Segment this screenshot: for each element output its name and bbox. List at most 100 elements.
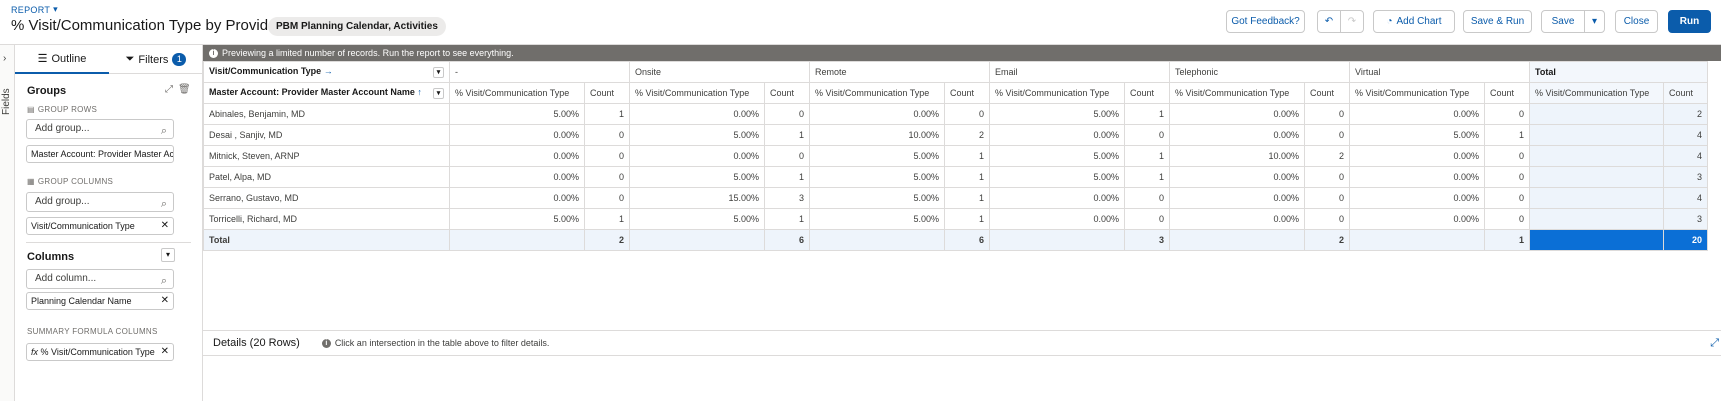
count-cell[interactable]: 0	[1124, 208, 1170, 230]
pct-cell[interactable]: 5.00%	[449, 208, 585, 230]
pct-cell[interactable]: 0.00%	[449, 145, 585, 167]
chevron-down-icon[interactable]: ▾	[433, 88, 444, 99]
tab-filters[interactable]: ⏷ Filters 1	[109, 45, 203, 74]
formula-chip[interactable]: fx % Visit/Communication Type ✕	[26, 343, 174, 361]
count-cell[interactable]: 0	[1484, 166, 1530, 188]
count-cell[interactable]: 1	[584, 208, 630, 230]
total-pct-cell[interactable]	[1349, 229, 1485, 251]
total-pct-cell[interactable]	[1169, 229, 1305, 251]
count-cell[interactable]: 0	[1304, 166, 1350, 188]
count-cell[interactable]: 4	[1663, 145, 1708, 167]
total-count-cell[interactable]: 20	[1663, 229, 1708, 251]
count-cell[interactable]: 0	[1484, 187, 1530, 209]
remove-icon[interactable]: ✕	[160, 346, 169, 357]
pct-cell[interactable]: 10.00%	[1169, 145, 1305, 167]
total-count-cell[interactable]: 6	[944, 229, 990, 251]
pct-cell[interactable]: 5.00%	[989, 103, 1125, 125]
pct-cell[interactable]: 0.00%	[989, 187, 1125, 209]
total-pct-cell[interactable]	[809, 229, 945, 251]
count-cell[interactable]: 1	[764, 166, 810, 188]
add-group-column-input[interactable]: Add group... ⌕	[26, 192, 174, 212]
save-run-button[interactable]: Save & Run	[1463, 10, 1532, 33]
pct-cell[interactable]: 5.00%	[809, 208, 945, 230]
pct-cell[interactable]: 0.00%	[1349, 166, 1485, 188]
save-menu-button[interactable]: ▾	[1584, 10, 1605, 33]
count-cell[interactable]: 0	[1304, 208, 1350, 230]
total-count-cell[interactable]: 1	[1484, 229, 1530, 251]
count-cell[interactable]: 0	[1304, 124, 1350, 146]
count-cell[interactable]: 0	[1304, 103, 1350, 125]
pct-cell[interactable]	[1529, 208, 1664, 230]
count-cell[interactable]: 1	[584, 103, 630, 125]
count-cell[interactable]: 2	[1663, 103, 1708, 125]
total-pct-cell[interactable]	[1529, 229, 1664, 251]
pct-cell[interactable]: 0.00%	[809, 103, 945, 125]
count-cell[interactable]: 1	[1124, 145, 1170, 167]
pct-cell[interactable]: 15.00%	[629, 187, 765, 209]
row-group-header[interactable]: Master Account: Provider Master Account …	[203, 82, 450, 104]
total-count-cell[interactable]: 3	[1124, 229, 1170, 251]
report-type-menu[interactable]: REPORT ▾	[11, 4, 58, 15]
add-group-row-input[interactable]: Add group... ⌕	[26, 119, 174, 139]
pct-cell[interactable]: 0.00%	[629, 103, 765, 125]
pct-cell[interactable]: 10.00%	[809, 124, 945, 146]
pct-cell[interactable]: 5.00%	[989, 166, 1125, 188]
pct-cell[interactable]: 0.00%	[1349, 103, 1485, 125]
table-row[interactable]: Desai , Sanjiv, MD 0.00% 0 5.00% 1 10.00% 2 0.0…	[203, 124, 1708, 146]
count-cell[interactable]: 0	[944, 103, 990, 125]
pct-cell[interactable]: 0.00%	[1169, 124, 1305, 146]
columns-menu-button[interactable]: ▾	[161, 248, 175, 262]
total-pct-cell[interactable]	[449, 229, 585, 251]
pct-cell[interactable]	[1529, 166, 1664, 188]
remove-icon[interactable]: ✕	[160, 295, 169, 306]
refresh-icon[interactable]: ⤢	[165, 84, 173, 95]
count-cell[interactable]: 1	[944, 166, 990, 188]
total-count-cell[interactable]: 6	[764, 229, 810, 251]
count-cell[interactable]: 1	[1124, 103, 1170, 125]
pct-cell[interactable]: 0.00%	[1169, 187, 1305, 209]
total-pct-cell[interactable]	[989, 229, 1125, 251]
count-cell[interactable]: 0	[1484, 208, 1530, 230]
count-cell[interactable]: 0	[584, 187, 630, 209]
expand-icon[interactable]: ⤢	[1710, 337, 1719, 349]
pct-cell[interactable]: 0.00%	[1349, 187, 1485, 209]
count-cell[interactable]: 0	[764, 103, 810, 125]
group-column-chip[interactable]: Visit/Communication Type ✕	[26, 217, 174, 235]
total-count-cell[interactable]: 2	[1304, 229, 1350, 251]
table-row[interactable]: Patel, Alpa, MD 0.00% 0 5.00% 1 5.00% 1 5.00% 1 0…	[203, 166, 1708, 188]
pct-cell[interactable]	[1529, 187, 1664, 209]
count-cell[interactable]: 0	[1124, 187, 1170, 209]
pct-cell[interactable]: 0.00%	[989, 124, 1125, 146]
table-row[interactable]: Serrano, Gustavo, MD 0.00% 0 15.00% 3 5.00% 1 0…	[203, 187, 1708, 209]
count-cell[interactable]: 0	[764, 145, 810, 167]
pct-cell[interactable]: 5.00%	[809, 145, 945, 167]
remove-icon[interactable]: ✕	[160, 220, 169, 231]
pct-cell[interactable]: 0.00%	[1169, 208, 1305, 230]
pct-cell[interactable]	[1529, 103, 1664, 125]
count-cell[interactable]: 4	[1663, 187, 1708, 209]
column-group-header[interactable]: Visit/Communication Type → ▾	[203, 61, 450, 83]
table-row[interactable]: Abinales, Benjamin, MD 5.00% 1 0.00% 0 0.00% 0…	[203, 103, 1708, 125]
count-cell[interactable]: 2	[1304, 145, 1350, 167]
count-cell[interactable]: 3	[764, 187, 810, 209]
pct-cell[interactable]: 0.00%	[1349, 208, 1485, 230]
pct-cell[interactable]	[1529, 124, 1664, 146]
trash-icon[interactable]: 🗑	[178, 84, 191, 95]
pct-cell[interactable]: 0.00%	[449, 166, 585, 188]
count-cell[interactable]: 0	[1304, 187, 1350, 209]
count-cell[interactable]: 1	[944, 145, 990, 167]
run-button[interactable]: Run	[1668, 10, 1711, 33]
count-cell[interactable]: 3	[1663, 208, 1708, 230]
pct-cell[interactable]: 5.00%	[629, 208, 765, 230]
add-column-input[interactable]: Add column... ⌕	[26, 269, 174, 289]
total-pct-cell[interactable]	[629, 229, 765, 251]
count-cell[interactable]: 1	[1124, 166, 1170, 188]
count-cell[interactable]: 3	[1663, 166, 1708, 188]
table-row[interactable]: Torricelli, Richard, MD 5.00% 1 5.00% 1 5.00%…	[203, 208, 1708, 230]
count-cell[interactable]: 1	[764, 124, 810, 146]
pct-cell[interactable]: 5.00%	[1349, 124, 1485, 146]
undo-button[interactable]: ↶	[1317, 10, 1341, 33]
pct-cell[interactable]: 5.00%	[449, 103, 585, 125]
pct-cell[interactable]	[1529, 145, 1664, 167]
pct-cell[interactable]: 0.00%	[989, 208, 1125, 230]
